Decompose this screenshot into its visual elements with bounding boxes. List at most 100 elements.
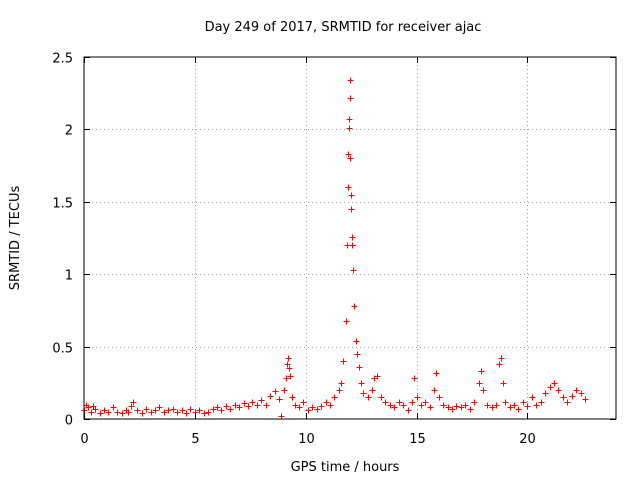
data-point [281, 387, 288, 394]
data-point [349, 234, 356, 241]
data-point [323, 399, 330, 406]
data-point [396, 399, 403, 406]
data-point [529, 394, 536, 401]
data-point [241, 400, 248, 407]
data-point [348, 192, 355, 199]
data-point [405, 407, 412, 414]
data-point [223, 403, 230, 410]
data-point [533, 402, 540, 409]
data-point [353, 338, 360, 345]
data-point [369, 387, 376, 394]
data-point [478, 368, 485, 375]
data-point [170, 406, 177, 413]
data-point [564, 399, 571, 406]
y-tick-label: 1.5 [52, 197, 73, 212]
data-point [284, 361, 291, 368]
data-point [480, 387, 487, 394]
data-point [440, 402, 447, 409]
data-point [449, 406, 456, 413]
data-point [471, 399, 478, 406]
data-point [354, 351, 361, 358]
data-point [582, 396, 589, 403]
data-point [476, 380, 483, 387]
data-point [101, 407, 108, 414]
data-point [484, 402, 491, 409]
data-point [346, 125, 353, 132]
data-point [309, 404, 316, 411]
data-point [507, 404, 514, 411]
data-point [85, 404, 92, 411]
data-point [174, 409, 181, 416]
data-point [569, 393, 576, 400]
axis-ticks [84, 57, 616, 420]
data-point [143, 406, 150, 413]
data-point [267, 393, 274, 400]
data-point [349, 242, 356, 249]
data-point [285, 355, 292, 362]
data-point [245, 403, 252, 410]
data-point [511, 402, 518, 409]
data-point [524, 403, 531, 410]
data-point [134, 407, 141, 414]
data-point [331, 394, 338, 401]
data-point [210, 406, 217, 413]
data-point [347, 95, 354, 102]
data-point [283, 375, 290, 382]
data-point [500, 380, 507, 387]
data-point [347, 77, 354, 84]
x-tick-label: 5 [191, 432, 199, 447]
data-point [218, 407, 225, 414]
data-point [346, 116, 353, 123]
data-point [292, 402, 299, 409]
data-point [272, 388, 279, 395]
data-point [296, 404, 303, 411]
data-point [156, 404, 163, 411]
data-point [110, 404, 117, 411]
data-point [422, 399, 429, 406]
data-point [305, 407, 312, 414]
data-point [343, 318, 350, 325]
x-tick-label: 20 [519, 432, 536, 447]
data-point [445, 404, 452, 411]
data-point [289, 394, 296, 401]
data-point [254, 402, 261, 409]
y-axis-label: SRMTID / TECUs [8, 186, 23, 291]
data-point [232, 402, 239, 409]
data-point [88, 409, 95, 416]
data-points [81, 77, 589, 420]
data-point [276, 396, 283, 403]
data-point [327, 402, 334, 409]
data-point [114, 409, 121, 416]
data-point [351, 303, 358, 310]
y-tick-label: 2.5 [52, 52, 73, 67]
data-point [183, 410, 190, 417]
data-point [214, 404, 221, 411]
y-tick-label: 1 [65, 269, 73, 284]
data-point [458, 404, 465, 411]
data-point [555, 387, 562, 394]
data-point [161, 409, 168, 416]
data-point [538, 399, 545, 406]
y-tick-label: 2 [65, 124, 73, 139]
data-point [498, 355, 505, 362]
data-point [336, 387, 343, 394]
data-point [205, 409, 212, 416]
plot-frame [83, 56, 617, 420]
grid-lines [84, 57, 616, 419]
data-point [374, 373, 381, 380]
y-tick-label: 0.5 [52, 342, 73, 357]
data-point [542, 390, 549, 397]
data-point [520, 399, 527, 406]
data-point [489, 404, 496, 411]
data-point [418, 402, 425, 409]
data-point [338, 380, 345, 387]
data-point [382, 399, 389, 406]
data-point [236, 404, 243, 411]
data-point [347, 155, 354, 162]
data-point [179, 407, 186, 414]
data-point [105, 409, 112, 416]
data-point [560, 394, 567, 401]
data-point [411, 375, 418, 382]
chart-title: Day 249 of 2017, SRMTID for receiver aja… [205, 20, 482, 35]
